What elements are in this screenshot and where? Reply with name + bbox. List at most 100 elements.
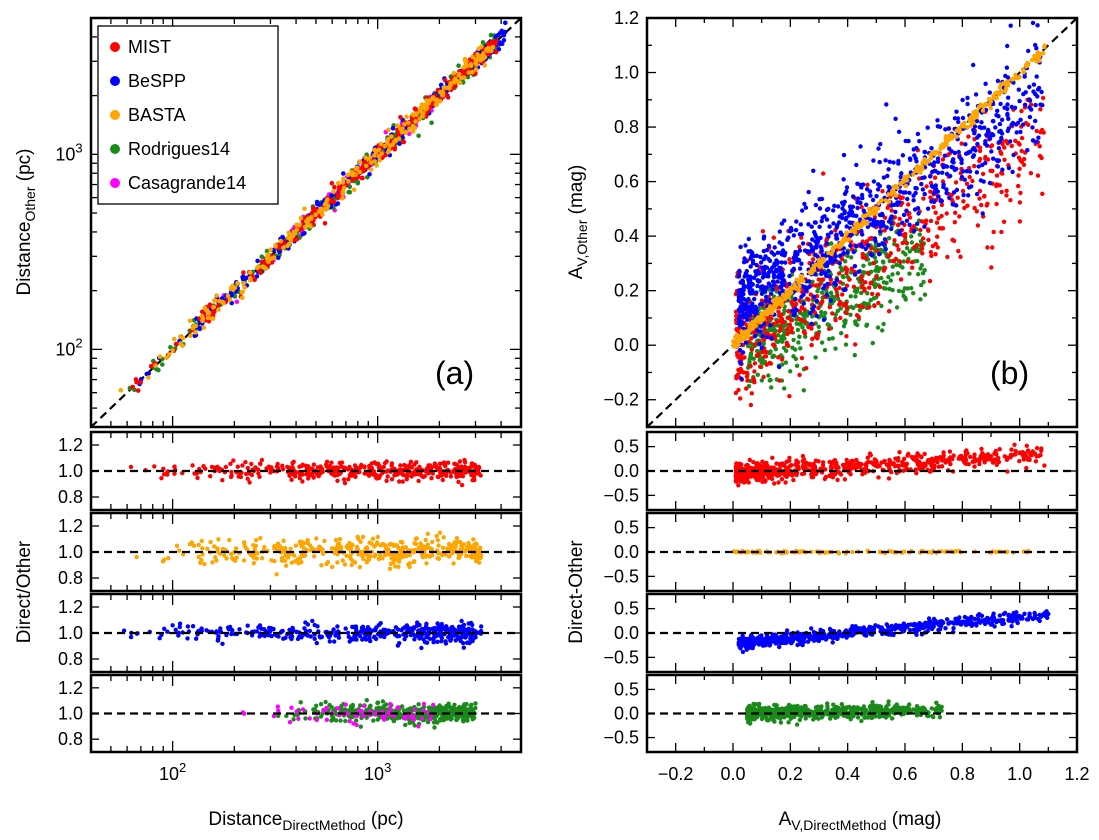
data-point xyxy=(1013,72,1018,78)
data-point xyxy=(971,120,976,126)
data-point xyxy=(361,168,366,174)
data-point xyxy=(811,168,816,173)
data-point xyxy=(871,158,876,163)
data-point xyxy=(460,546,465,552)
data-point xyxy=(901,259,906,264)
data-point xyxy=(248,277,253,283)
data-point xyxy=(952,220,957,225)
data-point xyxy=(767,258,773,263)
data-point xyxy=(880,189,885,194)
data-point xyxy=(812,310,818,315)
data-point xyxy=(808,242,813,247)
data-point xyxy=(900,153,906,158)
data-point xyxy=(819,309,824,315)
data-point xyxy=(268,247,273,252)
data-point xyxy=(901,250,906,255)
data-point xyxy=(867,285,872,290)
data-point xyxy=(216,303,221,309)
data-point xyxy=(305,464,311,469)
data-point xyxy=(820,215,825,220)
data-point xyxy=(951,134,956,139)
data-point xyxy=(424,561,429,566)
data-point xyxy=(266,259,271,265)
data-point xyxy=(332,639,337,644)
data-point xyxy=(902,174,907,179)
data-point xyxy=(191,543,197,548)
data-point xyxy=(978,178,984,183)
data-point xyxy=(378,141,384,147)
data-point xyxy=(319,563,324,568)
data-point xyxy=(360,624,366,629)
data-point xyxy=(859,277,864,283)
data-point xyxy=(777,378,782,383)
data-point xyxy=(826,206,831,212)
data-point xyxy=(866,301,871,307)
data-point xyxy=(503,20,508,26)
data-point xyxy=(329,193,334,198)
data-point xyxy=(919,246,925,251)
data-point xyxy=(398,115,403,120)
data-point xyxy=(1000,167,1005,172)
data-point xyxy=(457,80,463,86)
data-point xyxy=(857,224,862,230)
data-point xyxy=(848,233,853,238)
data-point xyxy=(798,317,804,322)
data-point xyxy=(952,150,958,156)
data-point xyxy=(329,197,334,203)
data-point xyxy=(958,254,963,259)
data-point xyxy=(364,637,369,642)
data-point xyxy=(1004,193,1009,198)
data-point xyxy=(877,284,883,290)
data-point xyxy=(975,223,981,228)
data-point xyxy=(987,97,992,102)
data-point xyxy=(789,326,794,331)
data-point xyxy=(251,561,256,566)
y-tick-label: 103 xyxy=(55,140,82,164)
data-point xyxy=(432,97,438,102)
data-point xyxy=(966,134,971,139)
data-point xyxy=(434,533,439,539)
data-point xyxy=(744,374,750,379)
data-point xyxy=(855,200,860,205)
data-point xyxy=(781,320,786,325)
data-point xyxy=(939,202,945,208)
data-point xyxy=(887,286,892,292)
data-point xyxy=(444,627,449,633)
data-point xyxy=(733,334,738,340)
data-point xyxy=(311,462,317,467)
data-point xyxy=(735,353,740,358)
data-point xyxy=(818,244,823,249)
data-point xyxy=(806,279,812,284)
data-point xyxy=(873,244,878,249)
data-point xyxy=(763,294,769,300)
data-point xyxy=(417,109,423,114)
data-point xyxy=(905,259,910,264)
data-point xyxy=(413,536,418,542)
data-point xyxy=(255,467,261,472)
data-point xyxy=(737,348,743,353)
data-point xyxy=(982,193,987,199)
data-point xyxy=(351,187,357,193)
data-point xyxy=(739,376,744,381)
data-point xyxy=(353,474,358,479)
data-point xyxy=(445,95,451,100)
data-point xyxy=(470,69,475,75)
data-point xyxy=(193,330,198,335)
data-point xyxy=(837,261,842,266)
data-point xyxy=(752,361,758,366)
data-point xyxy=(264,466,269,471)
data-point xyxy=(826,250,831,256)
data-point xyxy=(911,198,916,203)
data-point xyxy=(1006,116,1011,122)
data-point xyxy=(764,265,770,270)
data-point xyxy=(995,78,1001,84)
data-point xyxy=(771,235,776,240)
data-point xyxy=(814,298,819,303)
data-point xyxy=(840,292,845,297)
data-point xyxy=(357,159,363,164)
data-point xyxy=(925,206,931,211)
data-point xyxy=(185,624,191,629)
data-point xyxy=(919,263,924,268)
data-point xyxy=(800,325,805,330)
data-point xyxy=(203,466,208,471)
